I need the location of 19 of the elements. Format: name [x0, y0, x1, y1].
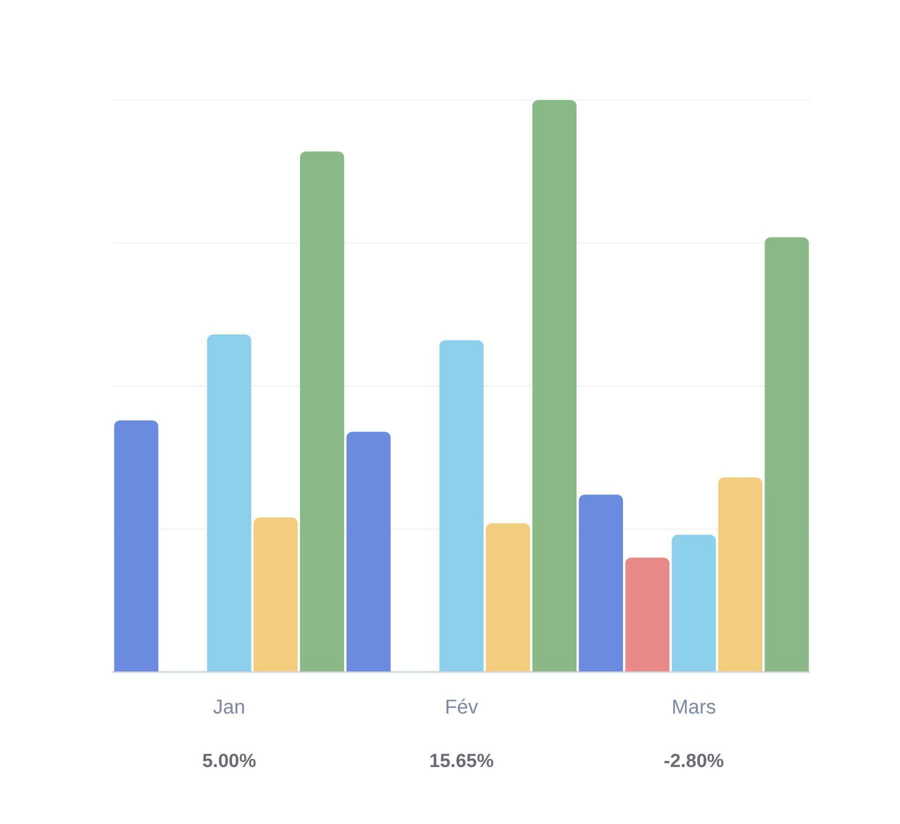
bar — [439, 340, 484, 672]
text: -2.80% — [664, 751, 724, 772]
bar — [114, 420, 158, 672]
bar — [532, 100, 577, 672]
text: 15.65% — [429, 751, 494, 772]
bar — [300, 151, 344, 672]
bar — [486, 523, 530, 672]
x-tick-label: Mars — [672, 696, 716, 719]
bar — [764, 237, 809, 672]
bar — [346, 432, 391, 672]
bar — [207, 334, 252, 672]
bar — [578, 494, 623, 672]
x-tick-label: Fév — [444, 696, 478, 719]
bar — [718, 478, 762, 672]
bar — [625, 558, 670, 672]
bar — [672, 534, 716, 672]
text: 5.00% — [202, 751, 256, 772]
bar — [254, 518, 298, 672]
x-tick-label: Jan — [213, 696, 246, 719]
